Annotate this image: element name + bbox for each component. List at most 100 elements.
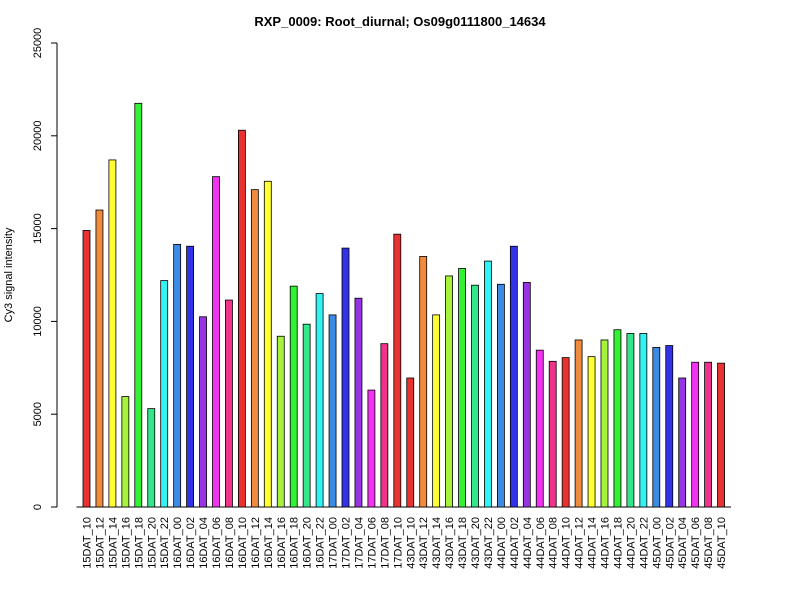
bar-43DAT_18 [458,268,466,508]
x-tick-labels: 15DAT_10 15DAT_12 15DAT_14 15DAT_16 15DAT_18… [82,517,729,569]
bar-16DAT_06 [212,176,220,508]
x-tick-label: 15DAT_14 [107,517,119,569]
x-tick-label: 16DAT_12 [250,517,262,569]
x-tick-label: 43DAT_10 [405,517,417,569]
bar-15DAT_14 [108,159,117,508]
x-tick-label: 45DAT_08 [703,517,715,569]
bar-45DAT_08 [704,361,712,508]
x-tick-label: 43DAT_18 [457,517,469,569]
bar-17DAT_00 [328,314,337,508]
bar-15DAT_12 [95,209,104,508]
bar-17DAT_02 [341,247,350,508]
x-tick-label: 17DAT_06 [366,517,378,569]
y-axis: 0 5000 10000 15000 20000 25000 [32,28,58,510]
bar-43DAT_12 [419,256,428,508]
bar-43DAT_16 [445,275,454,508]
x-tick-label: 45DAT_10 [716,517,728,569]
x-tick-label: 16DAT_20 [302,517,314,569]
bar-45DAT_06 [691,361,700,508]
x-tick-label: 43DAT_12 [418,517,430,569]
x-tick-label: 45DAT_06 [690,517,702,569]
chart-title: RXP_0009: Root_diurnal; Os09g0111800_146… [254,14,546,29]
x-tick-label: 45DAT_02 [664,517,676,569]
bar-43DAT_20 [471,284,479,508]
x-tick-label: 16DAT_02 [185,517,197,569]
x-tick-label: 16DAT_16 [276,517,288,569]
bar-45DAT_00 [652,346,661,508]
bar-16DAT_14 [263,180,272,508]
x-tick-label: 16DAT_10 [237,517,249,569]
bar-45DAT_10 [717,362,725,508]
x-tick-label: 43DAT_22 [483,517,495,569]
y-tick-label: 5000 [32,402,44,426]
x-tick-label: 15DAT_10 [82,517,94,569]
x-tick-label: 17DAT_04 [353,517,365,569]
bars-group [82,102,725,508]
bar-15DAT_10 [82,230,91,508]
y-axis-label: Cy3 signal intensity [3,227,15,322]
x-tick-label: 44DAT_18 [612,517,624,569]
bar-43DAT_10 [406,377,415,508]
x-tick-label: 16DAT_22 [315,517,327,569]
bar-15DAT_20 [147,408,156,508]
x-tick-label: 16DAT_18 [289,517,301,569]
x-tick-label: 17DAT_10 [392,517,404,569]
bar-16DAT_00 [173,243,182,508]
x-tick-label: 44DAT_12 [574,517,586,569]
y-tick-label: 25000 [32,28,44,59]
bar-44DAT_12 [574,339,583,508]
x-tick-label: 16DAT_08 [224,517,236,569]
x-tick-label: 44DAT_00 [496,517,508,569]
y-tick-label: 20000 [32,121,44,152]
bar-16DAT_02 [186,245,195,508]
x-tick-label: 44DAT_20 [625,517,637,569]
x-tick-label: 15DAT_22 [159,517,171,569]
x-tick-label: 45DAT_04 [677,517,689,569]
x-tick-label: 17DAT_02 [341,517,353,569]
bar-44DAT_20 [626,333,635,508]
x-tick-label: 43DAT_20 [470,517,482,569]
x-tick-label: 44DAT_02 [509,517,521,569]
bar-44DAT_06 [535,349,544,508]
y-tick-label: 0 [32,504,44,510]
bar-16DAT_08 [225,299,233,508]
bar-15DAT_16 [121,396,130,508]
x-tick-label: 16DAT_00 [172,517,184,569]
bar-44DAT_08 [548,360,557,508]
bar-16DAT_20 [302,323,311,508]
x-tick-label: 45DAT_00 [651,517,663,569]
bar-44DAT_00 [496,283,505,508]
x-tick-label: 15DAT_18 [133,517,145,569]
bar-16DAT_10 [237,129,246,508]
x-tick-label: 15DAT_20 [146,517,158,569]
x-tick-label: 17DAT_08 [379,517,391,569]
bar-44DAT_18 [613,329,622,508]
x-tick-label: 44DAT_06 [535,517,547,569]
bar-44DAT_16 [600,339,609,508]
bar-44DAT_02 [509,245,518,508]
bar-15DAT_18 [134,102,143,508]
bar-16DAT_04 [199,316,207,508]
x-tick-label: 16DAT_06 [211,517,223,569]
x-tick-label: 44DAT_22 [638,517,650,569]
x-tick-label: 44DAT_14 [587,517,599,569]
x-tick-label: 44DAT_04 [522,517,534,569]
x-tick-label: 17DAT_00 [328,517,340,569]
x-tick-label: 43DAT_16 [444,517,456,569]
bar-16DAT_16 [276,335,285,508]
x-tick-label: 16DAT_04 [198,517,210,569]
bar-17DAT_06 [367,389,376,508]
bar-17DAT_08 [380,343,389,508]
bar-44DAT_10 [561,357,570,508]
bar-16DAT_22 [315,293,324,508]
bar-43DAT_14 [432,314,441,508]
bar-45DAT_04 [678,377,687,508]
x-tick-label: 44DAT_10 [561,517,573,569]
bar-44DAT_22 [639,333,648,508]
y-tick-label: 10000 [32,306,44,337]
x-tick-label: 44DAT_08 [548,517,560,569]
x-tick-label: 44DAT_16 [600,517,612,569]
bar-45DAT_02 [665,345,674,508]
bar-44DAT_04 [522,282,531,508]
